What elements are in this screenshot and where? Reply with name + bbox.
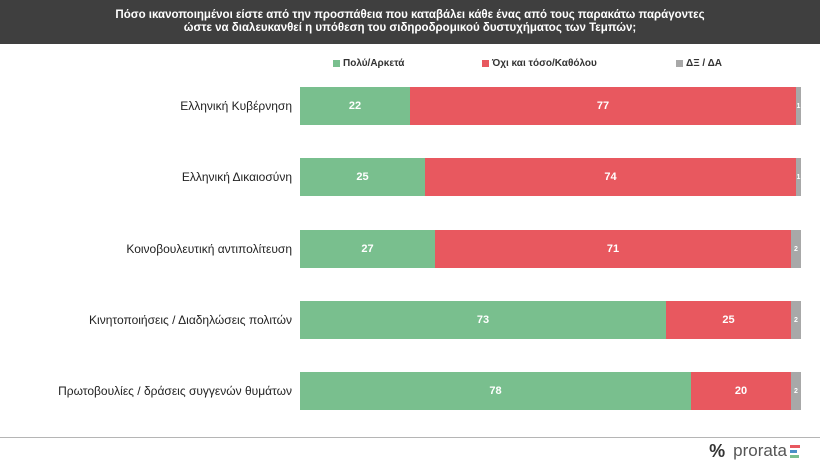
bar-segment-3-0: 73: [300, 301, 666, 339]
bar-segment-2-2: 2: [791, 230, 801, 268]
bar-segment-1-1: 74: [425, 158, 796, 196]
prorata-logo: % prorata: [709, 440, 800, 462]
category-label-0: Ελληνική Κυβέρνηση: [180, 99, 292, 113]
chart-title-line-2: ώστε να διαλευκανθεί η υπόθεση του σιδηρ…: [183, 22, 637, 34]
bar-segment-1-0: 25: [300, 158, 425, 196]
bar-segment-4-1: 20: [691, 372, 791, 410]
legend-item-0: Πολύ/Αρκετά: [333, 56, 404, 70]
bar-segment-0-2: 1: [796, 87, 801, 125]
bar-segment-4-0: 78: [300, 372, 691, 410]
category-label-3: Κινητοποιήσεις / Διαδηλώσεις πολιτών: [89, 313, 292, 327]
category-label-4: Πρωτοβουλίες / δράσεις συγγενών θυμάτων: [58, 384, 292, 398]
bar-segment-0-1: 77: [410, 87, 796, 125]
bar-segment-3-1: 25: [666, 301, 791, 339]
legend-item-2: ΔΞ / ΔΑ: [676, 56, 722, 70]
legend-swatch-2: [676, 59, 683, 67]
brand-name: prorata: [733, 441, 787, 460]
chart-title: Πόσο ικανοποιημένοι είστε από την προσπά…: [0, 0, 820, 44]
legend-label-0: Πολύ/Αρκετά: [343, 57, 405, 69]
percent-icon: %: [709, 440, 726, 461]
legend-swatch-0: [333, 59, 340, 67]
legend-swatch-1: [482, 59, 489, 67]
bar-segment-4-2: 2: [791, 372, 801, 410]
legend-label-2: ΔΞ / ΔΑ: [686, 57, 722, 69]
bar-segment-2-0: 27: [300, 230, 435, 268]
bar-segment-1-2: 1: [796, 158, 801, 196]
bar-segment-2-1: 71: [435, 230, 791, 268]
logo-bars-icon: [790, 444, 800, 459]
footer-divider: [0, 437, 820, 438]
category-label-1: Ελληνική Δικαιοσύνη: [181, 170, 292, 184]
chart-title-line-1: Πόσο ικανοποιημένοι είστε από την προσπά…: [115, 9, 705, 21]
legend-item-1: Όχι και τόσο/Καθόλου: [482, 56, 597, 70]
bar-segment-0-0: 22: [300, 87, 410, 125]
category-label-2: Κοινοβουλευτική αντιπολίτευση: [126, 242, 292, 256]
legend-label-1: Όχι και τόσο/Καθόλου: [492, 57, 597, 69]
bar-segment-3-2: 2: [791, 301, 801, 339]
